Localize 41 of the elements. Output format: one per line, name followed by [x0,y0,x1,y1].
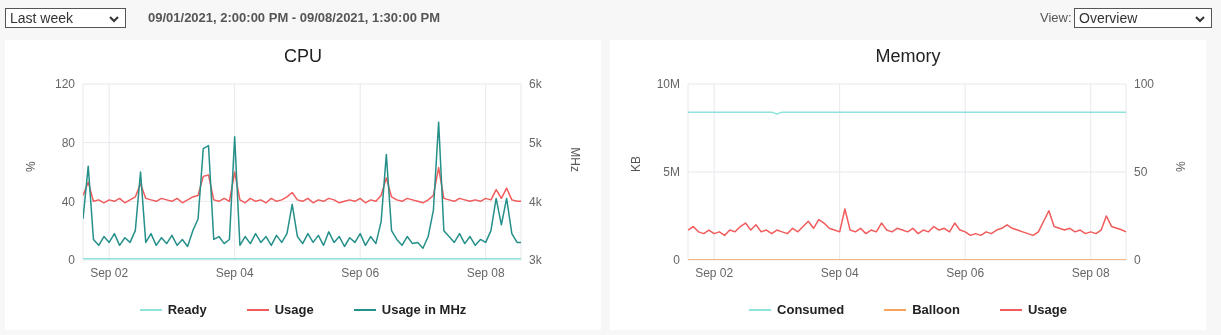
y2-tick-label: 4k [529,194,543,209]
y-tick-label: 120 [54,77,76,92]
chart-title: CPU [283,46,323,67]
y2-tick-label: 50 [1134,165,1148,180]
text: Overview [1074,8,1212,28]
legend-label: Usage [274,302,314,317]
line-series [83,121,521,250]
text: Last week [5,8,126,28]
legend-label: Balloon [912,302,960,317]
y-tick-label: 80 [61,135,76,150]
x-tick-label: Sep 02 [695,265,734,280]
line-series [688,208,1126,237]
y-tick-label: 5M [663,165,680,180]
y2-axis-title: % [1172,161,1187,173]
x-tick-label: Sep 06 [946,265,985,280]
text: 09/01/2021, 2:00:00 PM - 09/08/2021, 1:30:00 PM [148,10,440,25]
y-tick-label: 0 [673,253,681,268]
legend-label: Consumed [777,302,845,317]
y2-tick-label: 3k [529,253,543,268]
x-tick-label: Sep 02 [90,265,129,280]
y-axis-title: KB [629,155,644,172]
text: View: [1040,10,1072,25]
x-tick-label: Sep 08 [1071,265,1111,280]
x-tick-label: Sep 04 [820,265,859,280]
y2-tick-label: 100 [1134,77,1155,92]
legend-label: Usage in MHz [381,302,467,317]
y2-tick-label: 6k [529,77,543,92]
x-tick-label: Sep 04 [215,265,254,280]
y-tick-label: 0 [68,253,76,268]
legend-label: Usage [1027,302,1067,317]
y2-axis-title: MHz [567,147,582,172]
x-tick-label: Sep 06 [341,265,380,280]
legend-label: Ready [167,302,207,317]
y-axis-title: % [24,161,39,172]
x-tick-label: Sep 08 [466,265,506,280]
y2-tick-label: 5k [529,135,543,150]
y-tick-label: 40 [61,194,76,209]
y-tick-label: 10M [656,77,680,92]
y2-tick-label: 0 [1134,253,1141,268]
line-series [83,166,521,204]
chart-title: Memory [874,46,942,67]
